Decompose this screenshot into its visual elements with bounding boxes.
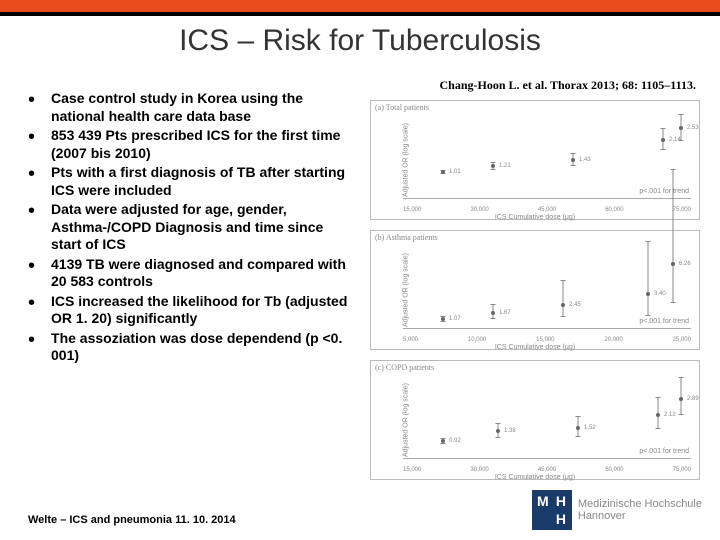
forest-panel-a: (a) Total patients Adjusted OR (log scale…: [370, 100, 700, 220]
bullet-text: ICS increased the likelihood for Tb (adj…: [51, 293, 348, 328]
data-point: [679, 397, 683, 401]
data-point: [661, 138, 665, 142]
x-ticks: 15,00030,00045,00060,00075,000: [403, 207, 691, 213]
accent-bar: [0, 0, 720, 12]
bullet-marker: •: [28, 256, 51, 291]
panel-label: (b) Asthma patients: [375, 233, 438, 242]
x-axis-label: ICS Cumulative dose (μg): [371, 344, 699, 351]
data-point: [496, 429, 500, 433]
data-point: [441, 170, 445, 174]
bullet-list: •Case control study in Korea using the n…: [28, 90, 348, 367]
bullet-text: Case control study in Korea using the na…: [51, 90, 348, 125]
point-value: 1.67: [499, 310, 511, 316]
bullet-item: •Pts with a first diagnosis of TB after …: [28, 164, 348, 199]
y-axis-label: Adjusted OR (log scale): [402, 383, 409, 457]
bullet-marker: •: [28, 164, 51, 199]
bullet-marker: •: [28, 201, 51, 254]
bullet-text: Data were adjusted for age, gender, Asth…: [51, 201, 348, 254]
bullet-text: Pts with a first diagnosis of TB after s…: [51, 164, 348, 199]
p-trend: p<.001 for trend: [639, 318, 689, 325]
point-value: 2.12: [664, 412, 676, 418]
bullet-marker: •: [28, 293, 51, 328]
bullet-item: •Data were adjusted for age, gender, Ast…: [28, 201, 348, 254]
bullet-text: 4139 TB were diagnosed and compared with…: [51, 256, 348, 291]
x-ticks: 15,00030,00045,00060,00075,000: [403, 467, 691, 473]
data-point: [571, 158, 575, 162]
bullet-item: •ICS increased the likelihood for Tb (ad…: [28, 293, 348, 328]
footer-text: Welte – ICS and pneumonia 11. 10. 2014: [28, 514, 236, 526]
point-value: 1.07: [449, 316, 461, 322]
data-point: [491, 164, 495, 168]
citation: Chang-Hoon L. et al. Thorax 2013; 68: 11…: [440, 78, 696, 93]
y-axis-label: Adjusted OR (log scale): [402, 253, 409, 327]
point-value: 1.21: [499, 163, 511, 169]
data-point: [679, 126, 683, 130]
charts-area: (a) Total patients Adjusted OR (log scale…: [370, 100, 700, 490]
bullet-text: 853 439 Pts prescribed ICS for the first…: [51, 127, 348, 162]
y-axis-label: Adjusted OR (log scale): [402, 123, 409, 197]
logo-line1: Medizinische Hochschule: [578, 498, 702, 510]
logo-text: Medizinische Hochschule Hannover: [578, 498, 702, 522]
institution-logo: MHH Medizinische Hochschule Hannover: [532, 490, 702, 530]
point-value: 2.53: [687, 125, 699, 131]
error-bar: [648, 241, 649, 316]
x-axis: [403, 198, 691, 199]
x-axis-label: ICS Cumulative dose (μg): [371, 214, 699, 221]
x-axis: [403, 328, 691, 329]
data-point: [491, 311, 495, 315]
x-ticks: 5,00010,00015,00020,00025,000: [403, 337, 691, 343]
x-axis: [403, 458, 691, 459]
bullet-marker: •: [28, 127, 51, 162]
data-point: [671, 262, 675, 266]
x-axis-label: ICS Cumulative dose (μg): [371, 474, 699, 481]
p-trend: p<.001 for trend: [639, 188, 689, 195]
panel-label: (a) Total patients: [375, 103, 429, 112]
point-value: 3.40: [654, 291, 666, 297]
panel-label: (c) COPD patients: [375, 363, 434, 372]
data-point: [646, 292, 650, 296]
data-point: [656, 413, 660, 417]
accent-bar-lower: [0, 12, 720, 16]
data-point: [576, 426, 580, 430]
logo-line2: Hannover: [578, 510, 702, 522]
point-value: 1.43: [579, 157, 591, 163]
point-value: 2.45: [569, 302, 581, 308]
point-value: 1.01: [449, 169, 461, 175]
bullet-item: •The assoziation was dose dependend (p <…: [28, 330, 348, 365]
page-title: ICS – Risk for Tuberculosis: [0, 24, 720, 58]
bullet-marker: •: [28, 330, 51, 365]
bullet-item: •Case control study in Korea using the n…: [28, 90, 348, 125]
forest-panel-b: (b) Asthma patients Adjusted OR (log scal…: [370, 230, 700, 350]
bullet-item: •853 439 Pts prescribed ICS for the firs…: [28, 127, 348, 162]
logo-mark: MHH: [532, 490, 572, 530]
error-bar: [673, 169, 674, 303]
point-value: 6.26: [679, 261, 691, 267]
point-value: 0.92: [449, 438, 461, 444]
error-bar: [563, 280, 564, 317]
data-point: [561, 303, 565, 307]
bullet-item: •4139 TB were diagnosed and compared wit…: [28, 256, 348, 291]
point-value: 1.52: [584, 425, 596, 431]
data-point: [441, 439, 445, 443]
data-point: [441, 317, 445, 321]
point-value: 1.38: [504, 428, 516, 434]
bullet-text: The assoziation was dose dependend (p <0…: [51, 330, 348, 365]
point-value: 2.89: [687, 396, 699, 402]
p-trend: p<.001 for trend: [639, 448, 689, 455]
forest-panel-c: (c) COPD patients Adjusted OR (log scale)…: [370, 360, 700, 480]
bullet-marker: •: [28, 90, 51, 125]
